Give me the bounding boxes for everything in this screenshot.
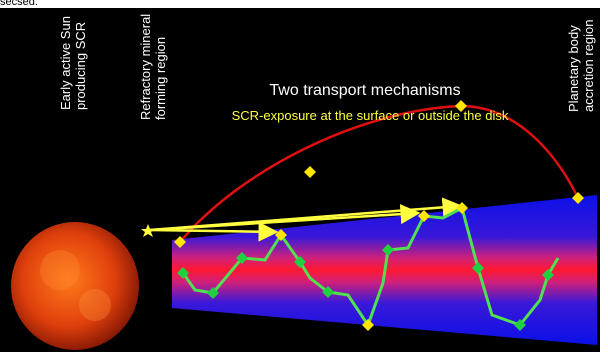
sun-spot: [79, 289, 111, 321]
sun-spot: [40, 250, 80, 290]
title: Two transport mechanisms: [269, 82, 460, 99]
scr-exposure-label: SCR-exposure at the surface or outside t…: [232, 108, 509, 123]
page: {"top_caption": "secsed.", "labels": { "…: [0, 0, 608, 362]
label-line: forming region: [153, 37, 168, 120]
label-line: accretion region: [581, 20, 596, 113]
planetary-label: Planetary bodyaccretion region: [566, 20, 596, 113]
label-line: Early active Sun: [58, 16, 73, 110]
sun-label: Early active Sunproducing SCR: [58, 16, 88, 110]
label-line: Refractory mineral: [138, 14, 153, 120]
label-line: producing SCR: [73, 22, 88, 110]
right-margin: [600, 0, 608, 362]
diagram: secsed. Early active Sunproducing SCR Re…: [0, 0, 608, 362]
top-caption: secsed.: [0, 0, 38, 8]
sun: [11, 222, 139, 350]
label-line: Planetary body: [566, 25, 581, 112]
